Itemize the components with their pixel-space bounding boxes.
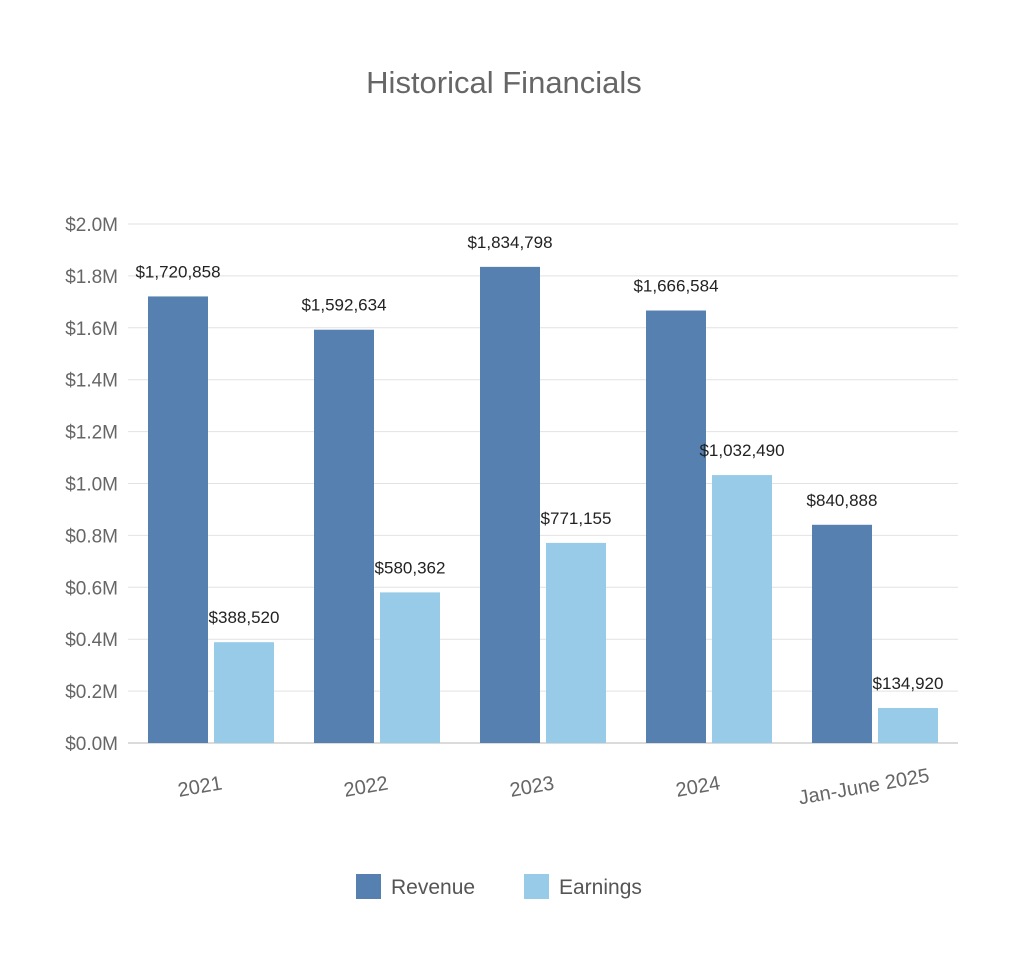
legend-label: Revenue — [391, 876, 475, 899]
legend-swatch — [524, 874, 549, 899]
legend-label: Earnings — [559, 876, 642, 899]
legend-item-revenue[interactable]: Revenue — [356, 874, 475, 899]
data-label: $771,155 — [541, 509, 612, 528]
x-axis-categories: 2021 2022 2023 2024 Jan-June 2025 — [176, 765, 931, 810]
data-label: $1,720,858 — [135, 262, 220, 281]
x-category-label: 2023 — [508, 772, 556, 801]
x-category-label: 2021 — [176, 772, 224, 801]
x-category-label: 2022 — [342, 772, 390, 801]
y-tick-label: $1.6M — [65, 319, 118, 340]
data-label: $1,032,490 — [699, 441, 784, 460]
data-label: $1,592,634 — [301, 296, 386, 315]
bar-revenue — [480, 266, 540, 743]
x-category-label: Jan-June 2025 — [797, 765, 931, 810]
y-tick-label: $0.2M — [65, 682, 118, 703]
legend-item-earnings[interactable]: Earnings — [524, 874, 642, 899]
data-label: $1,834,798 — [467, 233, 552, 252]
data-label: $840,888 — [807, 491, 878, 510]
y-axis-ticks: $0.0M $0.2M $0.4M $0.6M $0.8M $1.0M $1.2M $1.4M… — [65, 215, 118, 755]
data-label: $580,362 — [375, 558, 446, 577]
y-tick-label: $1.2M — [65, 423, 118, 444]
chart-title: Historical Financials — [366, 65, 642, 100]
y-tick-label: $2.0M — [65, 215, 118, 236]
y-tick-label: $1.8M — [65, 267, 118, 288]
data-labels: $1,720,858 $388,520 $1,592,634 $580,362 $1,8… — [135, 233, 943, 693]
data-label: $1,666,584 — [633, 277, 718, 296]
y-tick-label: $1.0M — [65, 475, 118, 496]
legend-swatch — [356, 874, 381, 899]
bars — [148, 266, 938, 743]
x-category-label: 2024 — [674, 772, 722, 801]
bar-revenue — [148, 296, 208, 743]
y-tick-label: $0.6M — [65, 578, 118, 599]
legend: Revenue Earnings — [356, 874, 642, 899]
y-tick-label: $1.4M — [65, 371, 118, 392]
bar-earnings — [878, 707, 938, 743]
y-tick-label: $0.0M — [65, 734, 118, 755]
bar-revenue — [314, 329, 374, 743]
data-label: $388,520 — [209, 608, 280, 627]
bar-revenue — [812, 524, 872, 743]
bar-earnings — [546, 542, 606, 743]
y-tick-label: $0.4M — [65, 630, 118, 651]
bar-earnings — [214, 642, 274, 743]
data-label: $134,920 — [873, 674, 944, 693]
y-tick-label: $0.8M — [65, 526, 118, 547]
bar-earnings — [380, 592, 440, 743]
bar-earnings — [712, 475, 772, 743]
bar-revenue — [646, 310, 706, 743]
